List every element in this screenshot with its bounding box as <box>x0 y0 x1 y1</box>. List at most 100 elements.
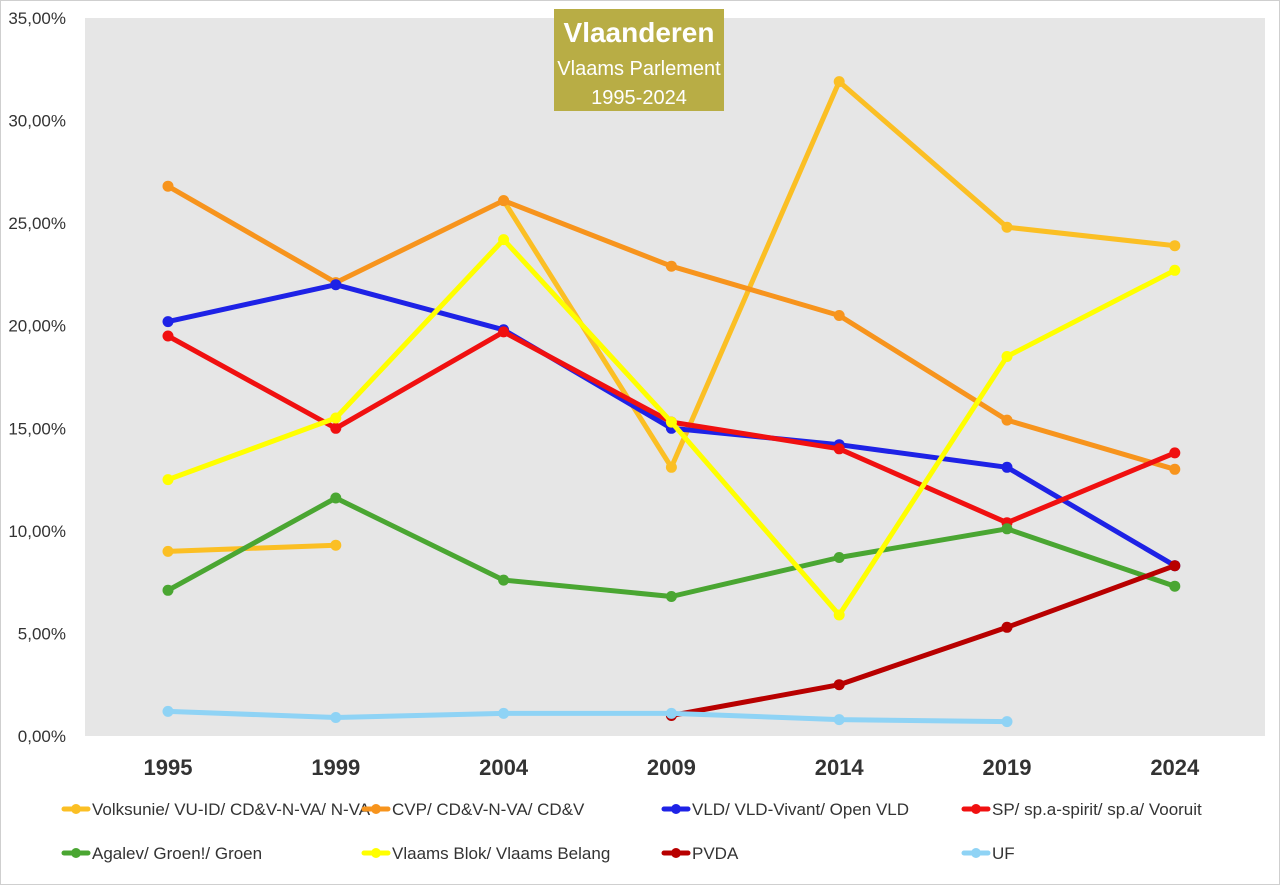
legend-swatch-marker <box>671 848 681 858</box>
data-point[interactable] <box>665 260 677 272</box>
data-point[interactable] <box>498 707 510 719</box>
data-point[interactable] <box>162 330 174 342</box>
legend-swatch-marker <box>671 804 681 814</box>
x-tick-label: 2004 <box>479 755 529 780</box>
data-point[interactable] <box>1001 414 1013 426</box>
legend-item[interactable]: SP/ sp.a-spirit/ sp.a/ Vooruit <box>961 800 1202 819</box>
data-point[interactable] <box>1001 221 1013 233</box>
data-point[interactable] <box>833 552 845 563</box>
x-tick-label: 2019 <box>983 755 1032 780</box>
data-point[interactable] <box>665 461 677 473</box>
x-tick-label: 1995 <box>144 755 193 780</box>
data-point[interactable] <box>498 195 510 207</box>
data-point[interactable] <box>162 474 174 486</box>
data-point[interactable] <box>162 180 174 192</box>
data-point[interactable] <box>330 539 342 551</box>
legend-label: VLD/ VLD-Vivant/ Open VLD <box>692 800 909 819</box>
legend: Volksunie/ VU-ID/ CD&V-N-VA/ N-VA CVP/ CD… <box>61 800 1202 863</box>
y-tick-label: 15,00% <box>8 419 66 438</box>
legend-item[interactable]: CVP/ CD&V-N-VA/ CD&V <box>361 800 585 819</box>
title-box: Vlaanderen Vlaams Parlement 1995-2024 <box>554 9 724 111</box>
x-tick-label: 2024 <box>1150 755 1200 780</box>
legend-item[interactable]: Agalev/ Groen!/ Groen <box>61 844 262 863</box>
data-point[interactable] <box>162 316 174 328</box>
legend-item[interactable]: Vlaams Blok/ Vlaams Belang <box>361 844 610 863</box>
legend-label: PVDA <box>692 844 739 863</box>
data-point[interactable] <box>162 545 174 557</box>
legend-label: CVP/ CD&V-N-VA/ CD&V <box>392 800 585 819</box>
legend-label: Agalev/ Groen!/ Groen <box>92 844 262 863</box>
y-tick-label: 5,00% <box>18 624 66 643</box>
data-point[interactable] <box>1169 240 1181 252</box>
data-point[interactable] <box>330 712 342 723</box>
data-point[interactable] <box>498 234 510 246</box>
legend-swatch-marker <box>371 804 381 814</box>
y-tick-label: 20,00% <box>8 317 66 336</box>
data-point[interactable] <box>330 492 342 504</box>
data-point[interactable] <box>833 76 845 88</box>
data-point[interactable] <box>1001 621 1013 633</box>
data-point[interactable] <box>330 422 342 434</box>
data-point[interactable] <box>498 574 510 586</box>
legend-swatch-marker <box>371 848 381 858</box>
data-point[interactable] <box>498 326 510 338</box>
y-tick-label: 0,00% <box>18 727 66 746</box>
data-point[interactable] <box>162 705 174 717</box>
data-point[interactable] <box>1169 580 1181 592</box>
series-layer <box>162 76 1181 728</box>
chart-title: Vlaanderen <box>564 17 715 48</box>
series-line <box>668 563 1178 718</box>
legend-item[interactable]: UF <box>961 844 1015 863</box>
legend-item[interactable]: Volksunie/ VU-ID/ CD&V-N-VA/ N-VA <box>61 800 371 819</box>
data-point[interactable] <box>1169 264 1181 276</box>
x-tick-label: 2014 <box>815 755 865 780</box>
data-point[interactable] <box>1001 523 1013 535</box>
legend-swatch-marker <box>971 804 981 814</box>
plot-area <box>85 18 1265 736</box>
series-group <box>162 234 1181 621</box>
data-point[interactable] <box>833 679 845 691</box>
data-point[interactable] <box>1169 560 1181 572</box>
legend-item[interactable]: VLD/ VLD-Vivant/ Open VLD <box>661 800 909 819</box>
data-point[interactable] <box>1001 351 1013 362</box>
series-line <box>165 708 1010 725</box>
x-tick-label: 1999 <box>311 755 360 780</box>
y-tick-label: 25,00% <box>8 214 66 233</box>
legend-swatch-marker <box>71 804 81 814</box>
x-axis: 1995 1999 2004 2009 2014 2019 2024 <box>144 755 1201 780</box>
legend-label: Volksunie/ VU-ID/ CD&V-N-VA/ N-VA <box>92 800 371 819</box>
legend-label: SP/ sp.a-spirit/ sp.a/ Vooruit <box>992 800 1202 819</box>
data-point[interactable] <box>665 707 677 719</box>
data-point[interactable] <box>833 609 845 621</box>
legend-swatch-marker <box>971 848 981 858</box>
series-line <box>165 542 339 554</box>
y-tick-label: 30,00% <box>8 112 66 131</box>
data-point[interactable] <box>330 279 342 291</box>
data-point[interactable] <box>162 584 174 596</box>
data-point[interactable] <box>665 591 677 602</box>
data-point[interactable] <box>1169 463 1181 475</box>
legend-swatch-marker <box>71 848 81 858</box>
data-point[interactable] <box>1001 461 1013 473</box>
legend-label: UF <box>992 844 1015 863</box>
data-point[interactable] <box>833 714 845 726</box>
legend-item[interactable]: PVDA <box>661 844 739 863</box>
data-point[interactable] <box>833 310 845 321</box>
y-tick-label: 10,00% <box>8 522 66 541</box>
y-tick-label: 35,00% <box>8 9 66 28</box>
chart-subtitle-line-1: Vlaams Parlement <box>557 58 721 80</box>
chart-subtitle-line-2: 1995-2024 <box>591 87 687 109</box>
data-point[interactable] <box>1169 447 1181 459</box>
series-group <box>162 705 1013 728</box>
data-point[interactable] <box>665 416 677 428</box>
data-point[interactable] <box>330 412 342 424</box>
x-tick-label: 2009 <box>647 755 696 780</box>
series-group <box>665 560 1181 721</box>
title-background <box>554 9 724 111</box>
data-point[interactable] <box>1001 716 1013 728</box>
series-group <box>162 492 1181 602</box>
y-axis: 0,00% 5,00% 10,00% 15,00% 20,00% 25,00% 30,00%… <box>8 9 66 746</box>
data-point[interactable] <box>833 443 845 455</box>
